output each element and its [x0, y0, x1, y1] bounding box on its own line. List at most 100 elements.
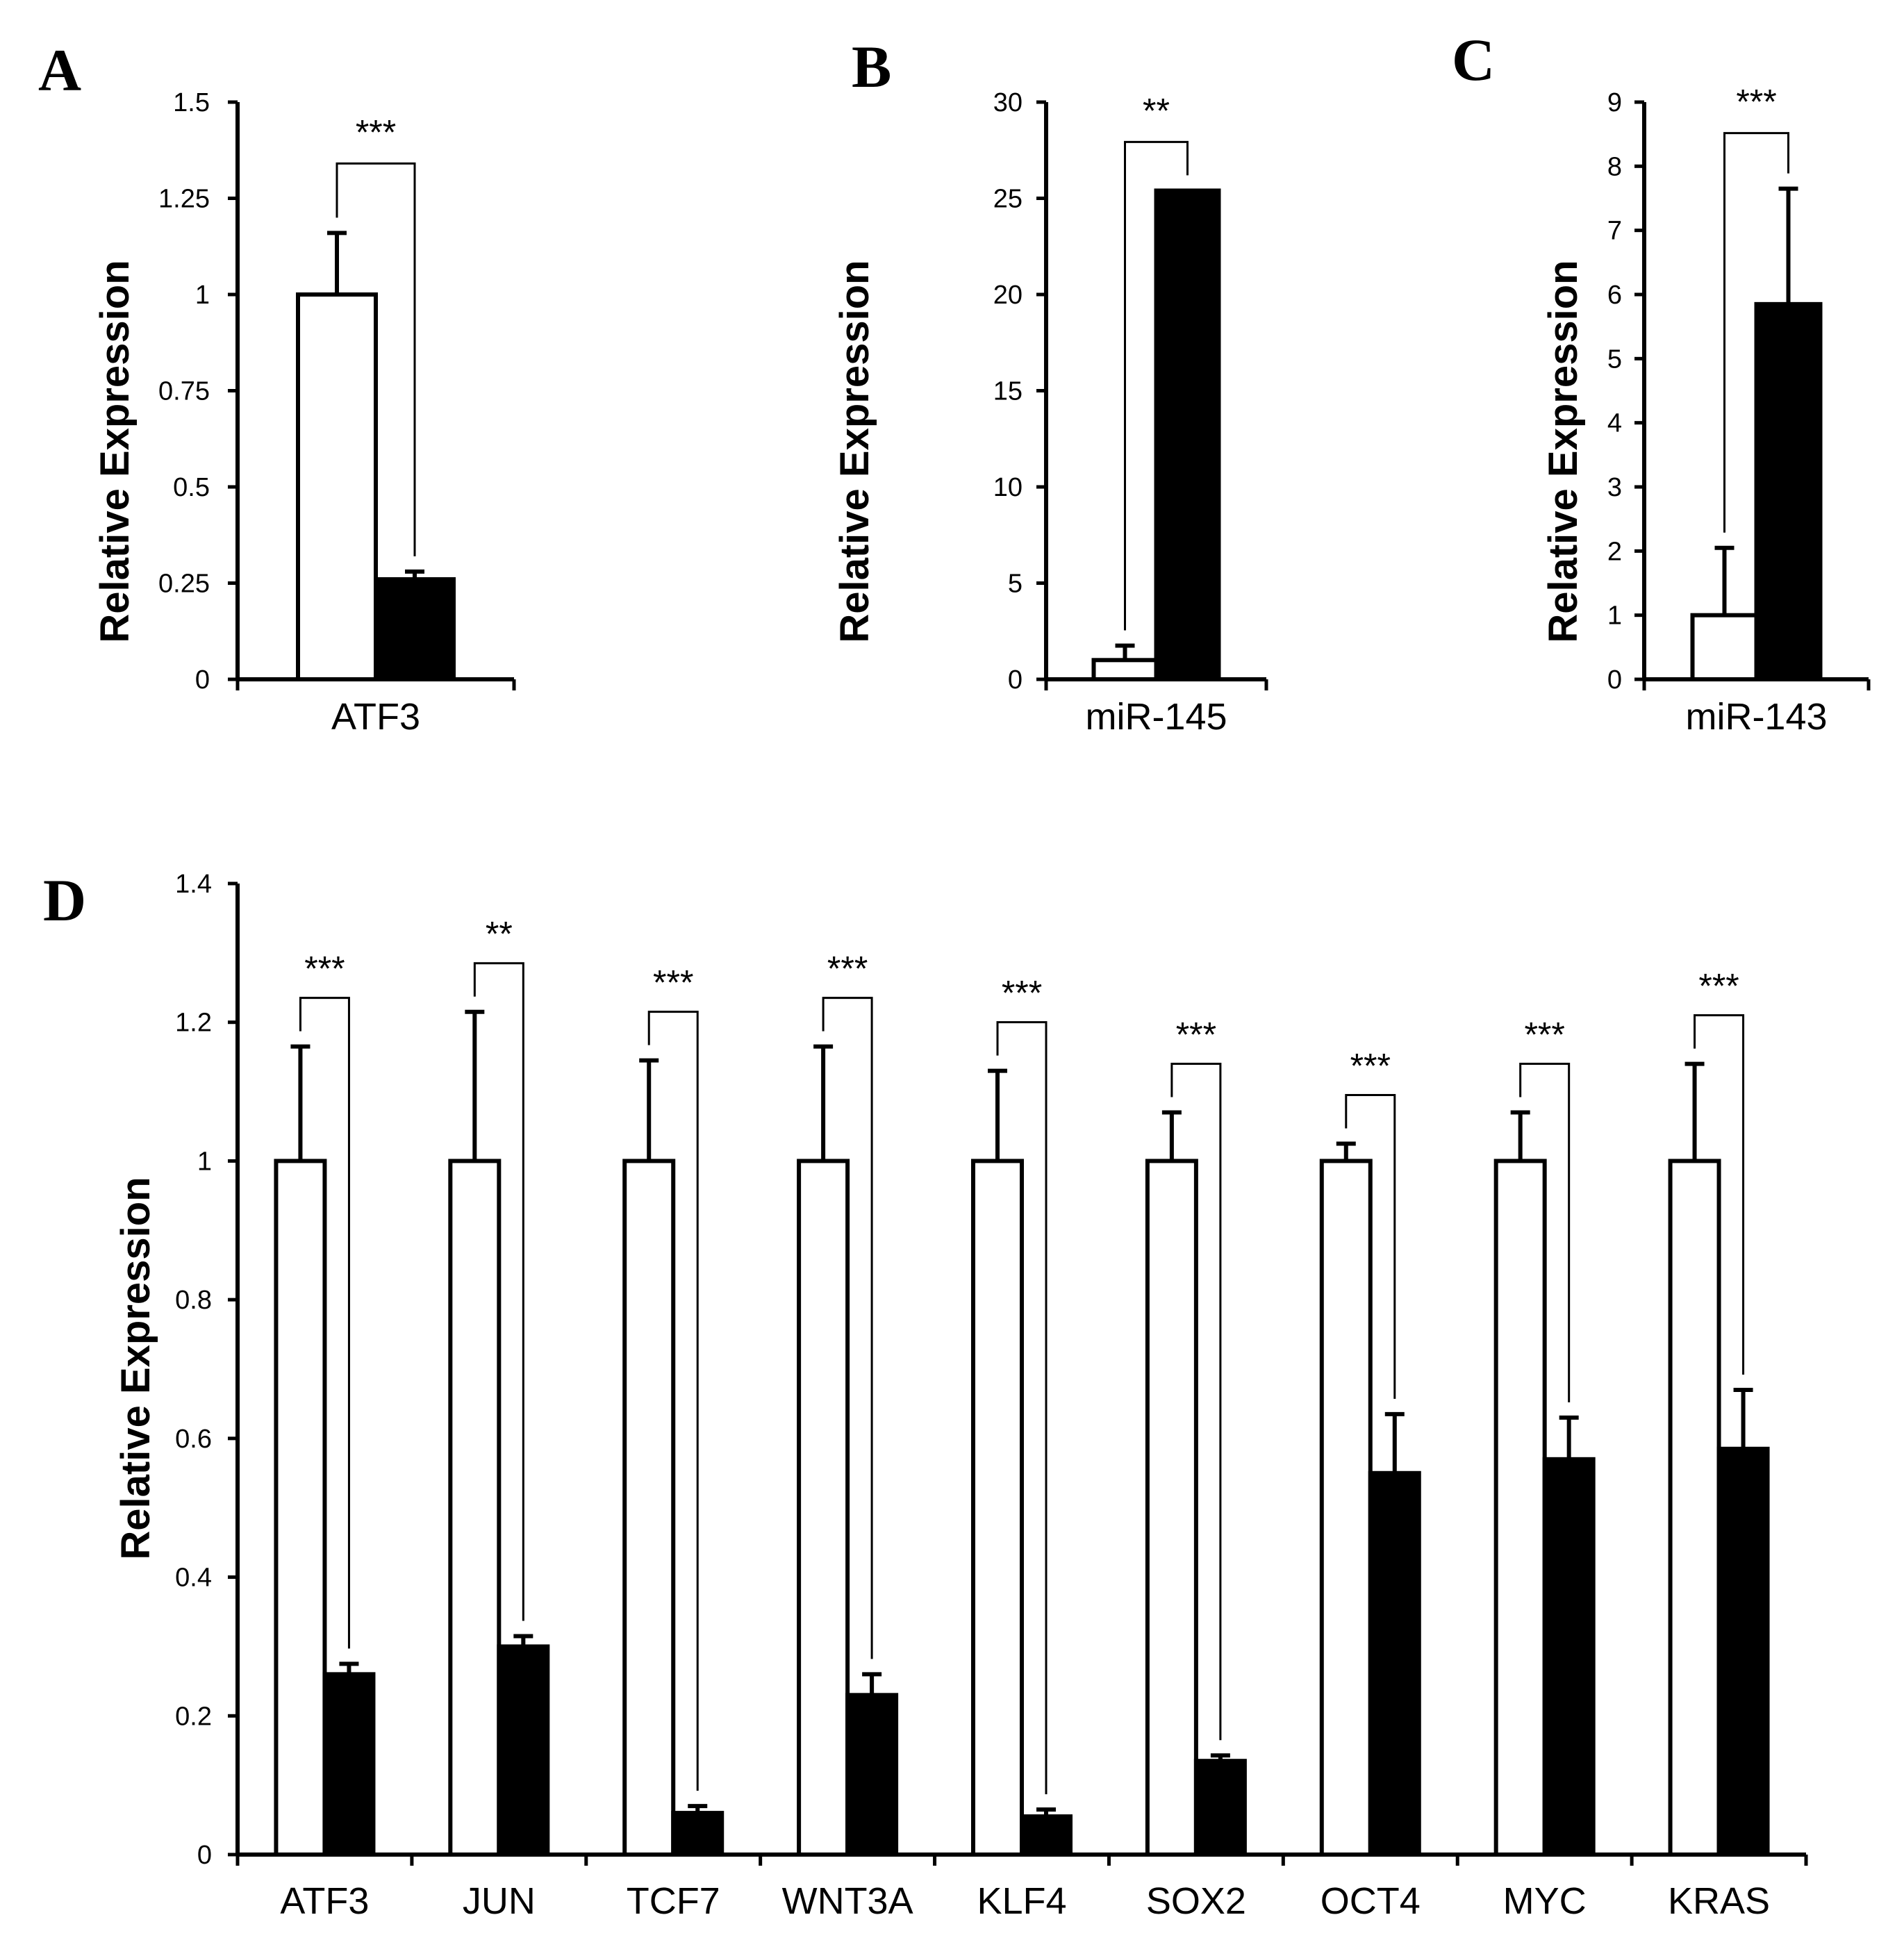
y-tick-label: 0	[1008, 665, 1023, 695]
bar-treated	[1154, 188, 1221, 682]
significance-label: ***	[356, 113, 396, 151]
significance-label: ***	[1736, 83, 1776, 122]
y-tick-label: 8	[1607, 152, 1622, 181]
category-label: miR-143	[1685, 696, 1827, 738]
significance-bracket	[647, 1011, 699, 1791]
significance-bracket	[336, 162, 416, 556]
significance-label: ***	[827, 950, 868, 988]
significance-label: **	[486, 915, 513, 954]
bar-treated	[1193, 1759, 1247, 1857]
category-label: miR-145	[1085, 696, 1227, 738]
category-label: KRAS	[1668, 1880, 1770, 1922]
y-tick-label: 1.25	[158, 185, 210, 214]
y-tick-label: 0	[1607, 665, 1622, 695]
y-tick-label: 4	[1607, 409, 1622, 438]
significance-label: ***	[1002, 974, 1042, 1013]
bar-treated	[1716, 1446, 1770, 1857]
y-tick-label: 1	[195, 281, 210, 310]
category-label: KLF4	[977, 1880, 1066, 1922]
category-label: TCF7	[627, 1880, 720, 1922]
significance-bracket	[1519, 1063, 1571, 1402]
y-tick-label: 6	[1607, 281, 1622, 310]
significance-bracket	[473, 962, 524, 1621]
y-tick-label: 5	[1008, 570, 1023, 599]
significance-label: ***	[1524, 1016, 1564, 1054]
y-tick-label: 3	[1607, 473, 1622, 502]
bar-control	[971, 1159, 1024, 1857]
y-tick-label: 1.2	[175, 1009, 212, 1038]
panel-d-chart: 0 0.2 0.4 0.6 0.8 1 1.2 1.4 Relative Expression *…	[113, 870, 1808, 1922]
category-label: ATF3	[331, 696, 420, 738]
significance-label: ***	[1176, 1016, 1216, 1054]
y-axis-label: Relative Expression	[113, 1177, 158, 1559]
y-tick-label: 0.2	[175, 1702, 212, 1731]
y-tick-label: 0.5	[173, 473, 210, 502]
bar-treated	[1542, 1457, 1596, 1857]
significance-bracket	[822, 997, 873, 1659]
significance-bracket	[1345, 1093, 1396, 1399]
y-axis-label: Relative Expression	[1541, 260, 1586, 643]
bar-control	[1668, 1159, 1721, 1857]
significance-bracket	[1694, 1014, 1745, 1375]
category-label: WNT3A	[782, 1880, 913, 1922]
significance-bracket	[299, 997, 350, 1649]
bar-control	[1145, 1159, 1198, 1857]
panel-label-b: B	[852, 33, 891, 100]
bar-control	[296, 292, 378, 681]
significance-label: ***	[304, 950, 345, 988]
bar-treated	[374, 577, 456, 682]
y-tick-label: 0.75	[158, 377, 210, 406]
y-tick-label: 9	[1607, 88, 1622, 117]
category-label: SOX2	[1146, 1880, 1246, 1922]
bar-treated	[845, 1693, 899, 1857]
panel-b-chart: 0 5 10 15 20 25 30 Relative Expression ** miR-145	[832, 88, 1268, 738]
y-tick-label: 5	[1607, 345, 1622, 374]
panel-label-a: A	[38, 37, 81, 103]
category-label: ATF3	[280, 1880, 369, 1922]
y-tick-label: 7	[1607, 217, 1622, 246]
y-tick-label: 15	[993, 377, 1023, 406]
bar-treated	[322, 1672, 376, 1857]
significance-bracket	[996, 1021, 1048, 1795]
y-axis-label: Relative Expression	[92, 260, 138, 643]
bar-treated	[1020, 1814, 1073, 1857]
bar-control	[622, 1159, 676, 1857]
y-tick-label: 0.6	[175, 1425, 212, 1454]
y-tick-label: 10	[993, 473, 1023, 502]
bar-treated	[671, 1811, 725, 1857]
bar-control	[1493, 1159, 1547, 1857]
significance-label: ***	[1350, 1046, 1391, 1085]
panel-label-d: D	[43, 867, 86, 934]
y-axis-label: Relative Expression	[832, 260, 877, 643]
panel-c-chart: 0 1 2 3 4 5 6 7 8 9 Relative Expression *** miR-143	[1541, 83, 1871, 738]
panel-a-chart: 0 0.25 0.5 0.75 1 1.25 1.5 Relative Expression *…	[92, 88, 516, 738]
y-tick-label: 1	[197, 1147, 212, 1176]
bar-control	[1091, 658, 1159, 681]
bar-control	[274, 1159, 327, 1857]
y-tick-label: 25	[993, 185, 1023, 214]
bar-treated	[497, 1644, 550, 1857]
significance-label: ***	[1698, 967, 1739, 1006]
y-tick-label: 0.8	[175, 1286, 212, 1315]
y-tick-label: 0.25	[158, 570, 210, 599]
y-tick-label: 0	[195, 665, 210, 695]
y-tick-label: 2	[1607, 537, 1622, 566]
category-label: OCT4	[1321, 1880, 1421, 1922]
y-tick-label: 0	[197, 1841, 212, 1870]
significance-bracket	[1170, 1063, 1222, 1741]
y-tick-label: 1	[1607, 602, 1622, 631]
bar-control	[448, 1159, 502, 1857]
bar-treated	[1754, 301, 1823, 682]
bar-control	[1319, 1159, 1373, 1857]
significance-bracket	[1124, 140, 1189, 631]
significance-label: ***	[653, 963, 693, 1002]
y-tick-label: 30	[993, 88, 1023, 117]
panel-label-c: C	[1452, 26, 1495, 93]
category-label: MYC	[1503, 1880, 1587, 1922]
y-tick-label: 20	[993, 281, 1023, 310]
y-tick-label: 1.5	[173, 88, 210, 117]
bar-control	[1690, 613, 1759, 682]
significance-label: **	[1143, 91, 1170, 130]
y-tick-label: 1.4	[175, 870, 212, 899]
